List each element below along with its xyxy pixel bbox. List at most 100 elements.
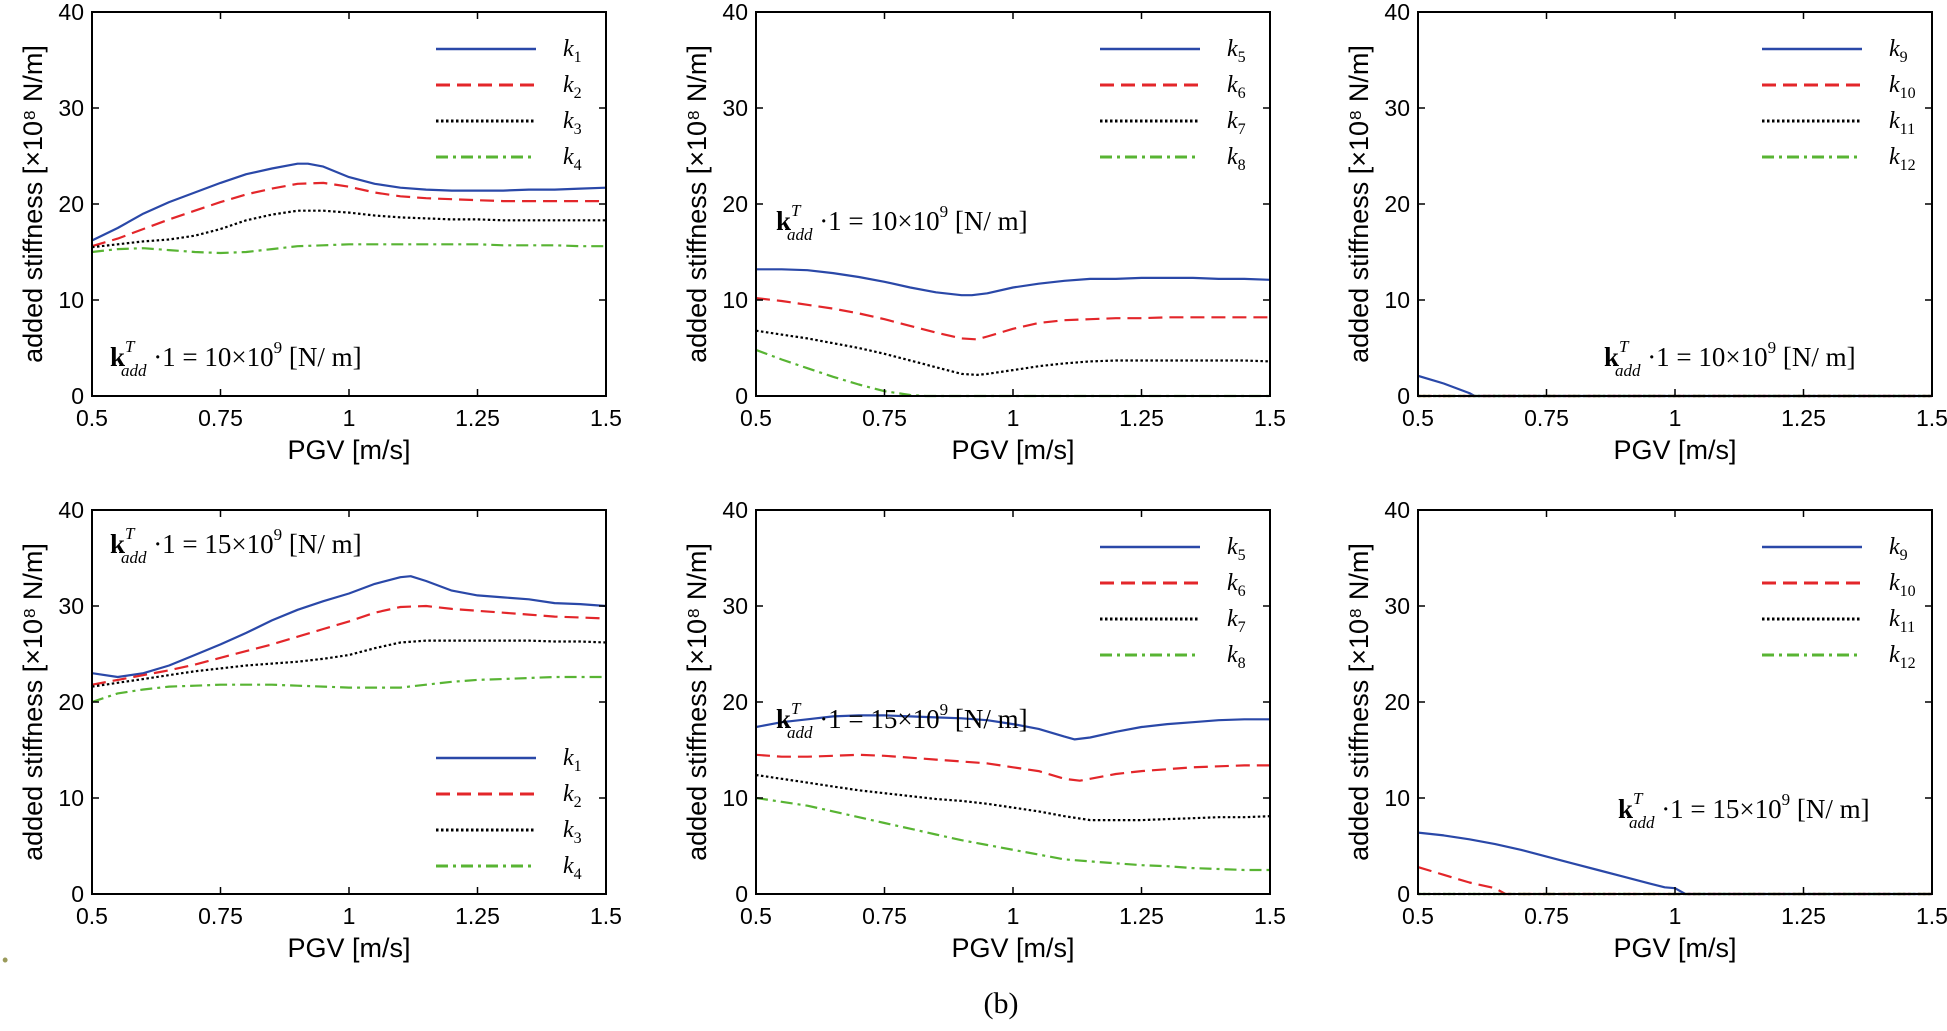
chart-bottom-left: 0.5 0.75 1 1.25 1.5 0 10 20 30 40 PGV [m/s] added s… <box>18 497 622 963</box>
chart-bottom-middle-legend-label-k6: k6 <box>1227 570 1246 600</box>
chart-bottom-left-ytick-label: 30 <box>58 593 84 619</box>
chart-top-middle-line-k6 <box>756 297 1270 341</box>
chart-bottom-right-xtick-label: 1.25 <box>1781 903 1826 929</box>
chart-top-right-xtick-label: 0.5 <box>1402 405 1434 431</box>
chart-bottom-middle-annotation: kT add ·1 = 15×109 [N/ m] <box>776 699 1028 742</box>
chart-bottom-middle-legend-label-k7: k7 <box>1227 606 1246 636</box>
chart-top-middle-ytick-label: 10 <box>722 287 748 313</box>
chart-bottom-right-axes-frame <box>1417 509 1933 895</box>
chart-top-right-ytick-label: 40 <box>1384 0 1410 25</box>
chart-top-right-annotation: kT add ·1 = 10×109 [N/ m] <box>1604 337 1856 380</box>
chart-top-middle-xtick-label: 0.5 <box>740 405 772 431</box>
chart-bottom-right-xtick-label: 0.5 <box>1402 903 1434 929</box>
chart-top-left-legend-label-k2: k2 <box>563 72 582 102</box>
chart-bottom-middle-ytick-label: 10 <box>722 785 748 811</box>
chart-top-middle-ytick-label: 0 <box>735 383 748 409</box>
chart-bottom-left-ytick-label: 0 <box>71 881 84 907</box>
chart-top-left-ytick-label: 0 <box>71 383 84 409</box>
chart-bottom-right-legend-label-k9: k9 <box>1889 534 1908 564</box>
chart-bottom-left-series <box>92 575 606 704</box>
chart-bottom-right-xtick-label: 0.75 <box>1524 903 1569 929</box>
chart-bottom-middle-xtick-label: 0.5 <box>740 903 772 929</box>
chart-top-middle-legend: k5 k6 k7 k8 <box>1100 36 1246 174</box>
chart-top-left-legend-label-k4: k4 <box>563 144 582 174</box>
chart-top-left-legend-label-k3: k3 <box>563 108 582 138</box>
chart-top-right-legend: k9 k10 k11 k12 <box>1762 36 1916 174</box>
chart-top-right-xtick-label: 1.25 <box>1781 405 1826 431</box>
chart-top-middle-ytick-label: 30 <box>722 95 748 121</box>
chart-bottom-left-xtick-label: 1 <box>343 903 356 929</box>
chart-bottom-left-legend-label-k1: k1 <box>563 745 582 775</box>
chart-top-middle-xlabel: PGV [m/s] <box>951 435 1074 465</box>
chart-bottom-left-axes-frame <box>91 509 607 895</box>
chart-bottom-left-ytick-label: 40 <box>58 497 84 523</box>
chart-top-middle-xtick-label: 1.5 <box>1254 405 1286 431</box>
chart-top-left-line-k4 <box>92 243 606 255</box>
chart-bottom-middle-series <box>756 714 1270 872</box>
chart-top-left-line-k1 <box>92 162 606 242</box>
chart-top-left-xtick-label: 0.75 <box>198 405 243 431</box>
chart-top-middle-annotation: kT add ·1 = 10×109 [N/ m] <box>776 201 1028 244</box>
chart-bottom-right-ylabel: added stiffness [×10⁸ N/m] <box>1344 543 1374 861</box>
stray-marker-dot: • <box>2 950 8 970</box>
chart-top-left-legend-label-k1: k1 <box>563 36 582 66</box>
chart-top-left-xtick-label: 1 <box>343 405 356 431</box>
chart-top-right-ylabel: added stiffness [×10⁸ N/m] <box>1344 45 1374 363</box>
chart-top-right-ytick-label: 10 <box>1384 287 1410 313</box>
chart-bottom-left-line-k4 <box>92 675 606 704</box>
chart-bottom-left-xtick-label: 1.5 <box>590 903 622 929</box>
chart-top-left-ytick-label: 40 <box>58 0 84 25</box>
chart-top-right-ytick-label: 30 <box>1384 95 1410 121</box>
chart-bottom-right-xtick-label: 1 <box>1669 903 1682 929</box>
chart-bottom-left-xtick-label: 0.5 <box>76 903 108 929</box>
chart-bottom-left-ytick-label: 10 <box>58 785 84 811</box>
chart-bottom-right-ytick-label: 0 <box>1397 881 1410 907</box>
chart-bottom-middle-legend-label-k5: k5 <box>1227 534 1246 564</box>
chart-top-left-line-k3 <box>92 209 606 249</box>
chart-bottom-middle-ytick-label: 30 <box>722 593 748 619</box>
chart-bottom-right-ytick-label: 40 <box>1384 497 1410 523</box>
chart-top-right-xtick-label: 1 <box>1669 405 1682 431</box>
chart-top-left-annotation: kT add ·1 = 10×109 [N/ m] <box>110 337 362 380</box>
chart-top-middle-legend-label-k5: k5 <box>1227 36 1246 66</box>
chart-bottom-middle-ytick-label: 40 <box>722 497 748 523</box>
chart-bottom-right-xtick-label: 1.5 <box>1916 903 1947 929</box>
chart-bottom-left-xtick-label: 0.75 <box>198 903 243 929</box>
chart-top-middle-xtick-label: 0.75 <box>862 405 907 431</box>
chart-bottom-left-legend: k1 k2 k3 k4 <box>436 745 582 883</box>
chart-top-middle-xtick-label: 1 <box>1007 405 1020 431</box>
chart-top-middle-legend-label-k7: k7 <box>1227 108 1246 138</box>
chart-bottom-middle: 0.5 0.75 1 1.25 1.5 0 10 20 30 40 PGV [m/s] added s… <box>682 497 1286 963</box>
chart-top-left-ylabel: added stiffness [×10⁸ N/m] <box>18 45 48 363</box>
chart-top-right-xlabel: PGV [m/s] <box>1613 435 1736 465</box>
chart-bottom-middle-legend: k5 k6 k7 k8 <box>1100 534 1246 672</box>
chart-bottom-left-legend-label-k2: k2 <box>563 781 582 811</box>
chart-top-left-ytick-label: 10 <box>58 287 84 313</box>
chart-top-left-xtick-label: 1.5 <box>590 405 622 431</box>
chart-top-right-ytick-label: 20 <box>1384 191 1410 217</box>
chart-top-right-ytick-label: 0 <box>1397 383 1410 409</box>
chart-bottom-middle-xtick-label: 1.5 <box>1254 903 1286 929</box>
chart-bottom-right-legend-label-k11: k11 <box>1889 606 1915 636</box>
chart-top-right-legend-label-k11: k11 <box>1889 108 1915 138</box>
chart-bottom-middle-line-k5 <box>756 714 1270 741</box>
chart-top-left-xtick-label: 1.25 <box>455 405 500 431</box>
chart-bottom-middle-ytick-label: 20 <box>722 689 748 715</box>
chart-top-left-legend: k1 k2 k3 k4 <box>436 36 582 174</box>
chart-top-left-ytick-label: 20 <box>58 191 84 217</box>
chart-bottom-left-annotation: kT add ·1 = 15×109 [N/ m] <box>110 524 362 567</box>
chart-bottom-right-ytick-label: 10 <box>1384 785 1410 811</box>
chart-bottom-middle-line-k8 <box>756 796 1270 872</box>
chart-top-right-legend-label-k12: k12 <box>1889 144 1916 174</box>
chart-bottom-right-ytick-label: 30 <box>1384 593 1410 619</box>
chart-bottom-right-ytick-label: 20 <box>1384 689 1410 715</box>
chart-top-right-legend-label-k10: k10 <box>1889 72 1916 102</box>
chart-bottom-left-ylabel: added stiffness [×10⁸ N/m] <box>18 543 48 861</box>
chart-top-middle-series <box>756 268 1270 398</box>
chart-top-middle: 0.5 0.75 1 1.25 1.5 0 10 20 30 40 PGV [m/s] added s… <box>682 0 1286 465</box>
chart-top-middle-ytick-label: 20 <box>722 191 748 217</box>
chart-bottom-left-line-k3 <box>92 639 606 688</box>
chart-bottom-left-ytick-label: 20 <box>58 689 84 715</box>
